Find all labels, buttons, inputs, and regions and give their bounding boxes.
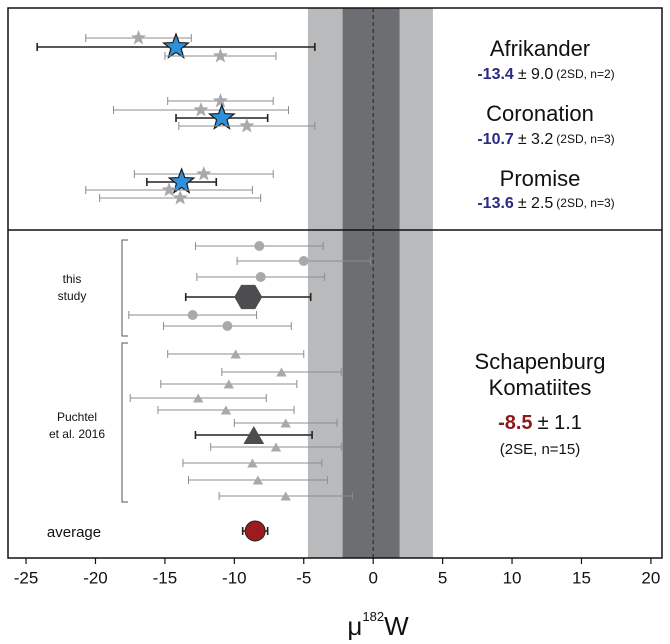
group-stat: -10.7 ± 3.2 (2SD, n=3) xyxy=(477,131,614,148)
star-marker xyxy=(161,182,177,197)
x-axis-label-part: 182 xyxy=(362,609,384,624)
summary-stat: -8.5 ± 1.1 xyxy=(498,412,582,434)
circle-marker xyxy=(298,256,309,266)
x-tick-label: -25 xyxy=(14,568,39,587)
summary-error: ± 1.1 xyxy=(538,412,582,434)
star-marker xyxy=(130,30,147,45)
star-marker xyxy=(196,166,212,181)
group-note: (2SD, n=2) xyxy=(556,67,614,81)
x-tick-label: -10 xyxy=(222,568,247,587)
mean-star-marker xyxy=(161,32,191,59)
triangle-marker xyxy=(220,405,232,415)
band xyxy=(342,8,400,558)
circle-marker xyxy=(255,272,266,282)
triangle-marker xyxy=(252,475,264,485)
mean-star-marker xyxy=(167,167,196,194)
triangle-marker xyxy=(276,367,287,377)
triangle-marker xyxy=(193,393,204,403)
group-mean: -13.4 xyxy=(477,66,514,83)
mean-star-marker xyxy=(207,103,236,130)
x-tick-label: 0 xyxy=(368,568,377,587)
star-marker xyxy=(212,48,229,63)
triangle-marker xyxy=(247,458,258,468)
group-error: ± 9.0 xyxy=(518,66,554,83)
average-marker xyxy=(244,520,266,542)
group-label: Puchtel xyxy=(57,410,97,424)
group-name: Promise xyxy=(500,166,581,191)
summary-note: (2SE, n=15) xyxy=(500,441,580,458)
group-label: et al. 2016 xyxy=(49,427,105,441)
star-marker xyxy=(172,190,188,205)
group-note: (2SD, n=3) xyxy=(556,132,614,146)
summary-mean: -8.5 xyxy=(498,412,532,434)
group-note: (2SD, n=3) xyxy=(556,196,614,210)
summary-name: Schapenburg xyxy=(475,349,606,374)
group-stat: -13.4 ± 9.0 (2SD, n=2) xyxy=(477,66,614,83)
star-marker xyxy=(193,102,209,117)
star-marker xyxy=(239,118,255,133)
bracket xyxy=(121,239,128,337)
hexagon-marker xyxy=(234,284,263,310)
group-error: ± 2.5 xyxy=(518,195,554,212)
x-tick-label: -20 xyxy=(83,568,108,587)
group-name: Afrikander xyxy=(490,36,590,61)
group-name: Coronation xyxy=(486,101,594,126)
summary-name: Komatiites xyxy=(489,375,592,400)
star-marker xyxy=(212,93,229,108)
group-error: ± 3.2 xyxy=(518,131,554,148)
group-label: average xyxy=(47,524,101,541)
x-tick-label: 5 xyxy=(438,568,447,587)
group-mean: -10.7 xyxy=(477,131,514,148)
triangle-marker xyxy=(280,418,291,428)
x-axis-label-part: μ xyxy=(347,611,362,641)
bracket xyxy=(121,342,128,503)
x-tick-label: 15 xyxy=(572,568,591,587)
group-mean: -13.6 xyxy=(477,195,514,212)
group-label: study xyxy=(58,289,87,303)
circle-marker xyxy=(222,321,233,331)
x-axis-label-part: W xyxy=(384,611,409,641)
group-label: this xyxy=(63,272,82,286)
x-tick-label: -5 xyxy=(296,568,311,587)
triangle-marker xyxy=(223,379,234,389)
plot-frame xyxy=(7,7,663,559)
group-stat: -13.6 ± 2.5 (2SD, n=3) xyxy=(477,195,614,212)
triangle-marker xyxy=(280,491,291,501)
circle-marker xyxy=(254,241,265,251)
triangle-marker xyxy=(270,442,282,452)
x-axis-label: μ182W xyxy=(347,609,409,640)
mean-triangle-marker xyxy=(243,426,265,444)
circle-marker xyxy=(187,310,198,320)
x-tick-label: -15 xyxy=(153,568,178,587)
triangle-marker xyxy=(230,349,241,359)
x-tick-label: 10 xyxy=(503,568,522,587)
x-tick-label: 20 xyxy=(641,568,660,587)
